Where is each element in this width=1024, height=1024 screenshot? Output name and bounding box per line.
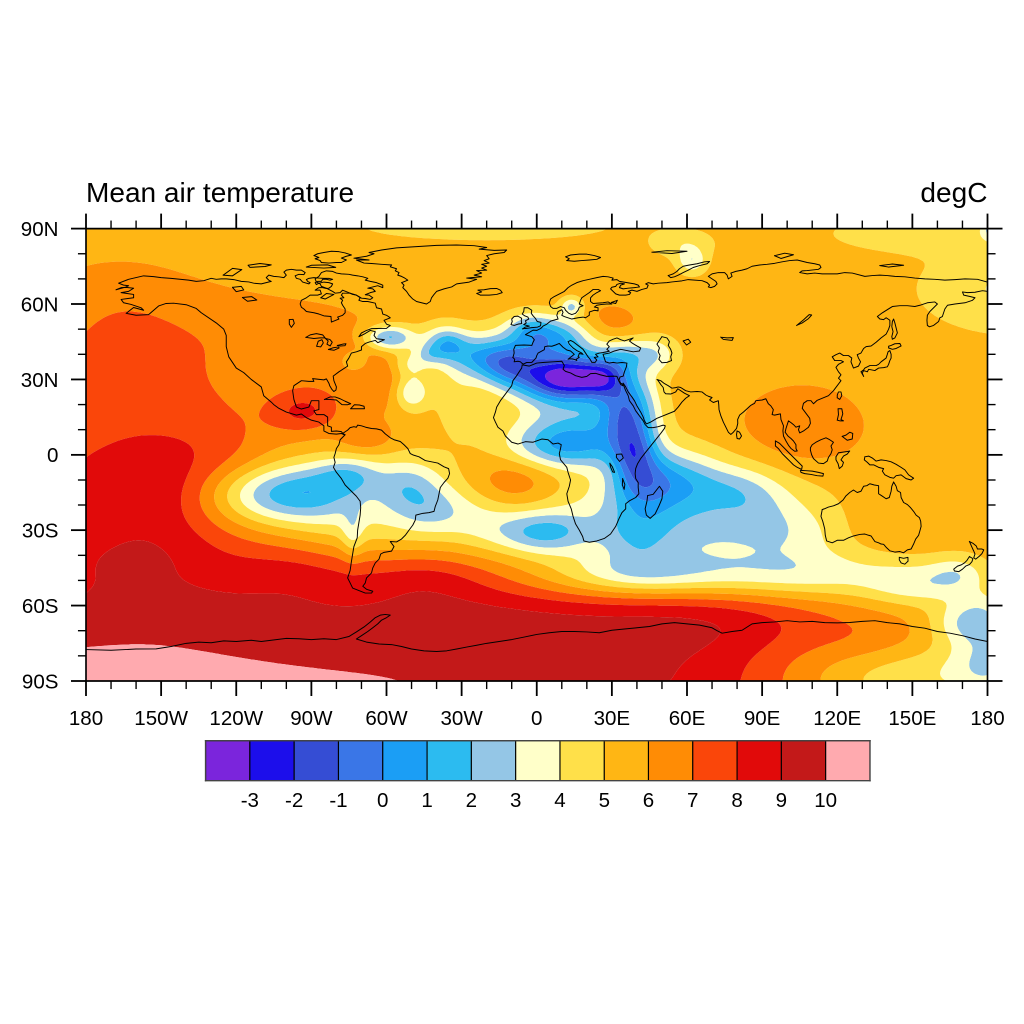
svg-text:180: 180: [69, 707, 103, 730]
svg-text:6: 6: [643, 789, 654, 812]
svg-text:0: 0: [47, 444, 58, 467]
svg-text:30E: 30E: [594, 707, 631, 730]
svg-text:30N: 30N: [21, 369, 59, 392]
svg-text:90E: 90E: [744, 707, 781, 730]
svg-text:120E: 120E: [813, 707, 861, 730]
svg-text:150E: 150E: [888, 707, 936, 730]
svg-text:120W: 120W: [209, 707, 263, 730]
svg-text:30W: 30W: [441, 707, 484, 730]
svg-text:2: 2: [466, 789, 477, 812]
svg-text:60W: 60W: [365, 707, 408, 730]
svg-text:90S: 90S: [22, 670, 59, 693]
svg-text:90W: 90W: [290, 707, 333, 730]
svg-text:90N: 90N: [21, 218, 59, 241]
svg-text:60N: 60N: [21, 293, 59, 316]
svg-text:-3: -3: [241, 789, 259, 812]
svg-text:60E: 60E: [669, 707, 706, 730]
svg-text:7: 7: [687, 789, 698, 812]
svg-text:60S: 60S: [22, 595, 59, 618]
svg-text:9: 9: [776, 789, 787, 812]
svg-text:1: 1: [421, 789, 432, 812]
svg-text:Mean air temperature: Mean air temperature: [86, 177, 354, 208]
svg-text:8: 8: [731, 789, 742, 812]
svg-text:10: 10: [814, 789, 837, 812]
svg-text:0: 0: [377, 789, 388, 812]
svg-text:5: 5: [599, 789, 610, 812]
svg-text:-2: -2: [285, 789, 303, 812]
svg-text:4: 4: [554, 789, 565, 812]
svg-text:0: 0: [531, 707, 542, 730]
svg-text:3: 3: [510, 789, 521, 812]
svg-text:180: 180: [970, 707, 1004, 730]
svg-text:150W: 150W: [134, 707, 188, 730]
svg-text:degC: degC: [920, 177, 987, 208]
svg-text:-1: -1: [329, 789, 347, 812]
svg-text:30S: 30S: [22, 520, 59, 543]
